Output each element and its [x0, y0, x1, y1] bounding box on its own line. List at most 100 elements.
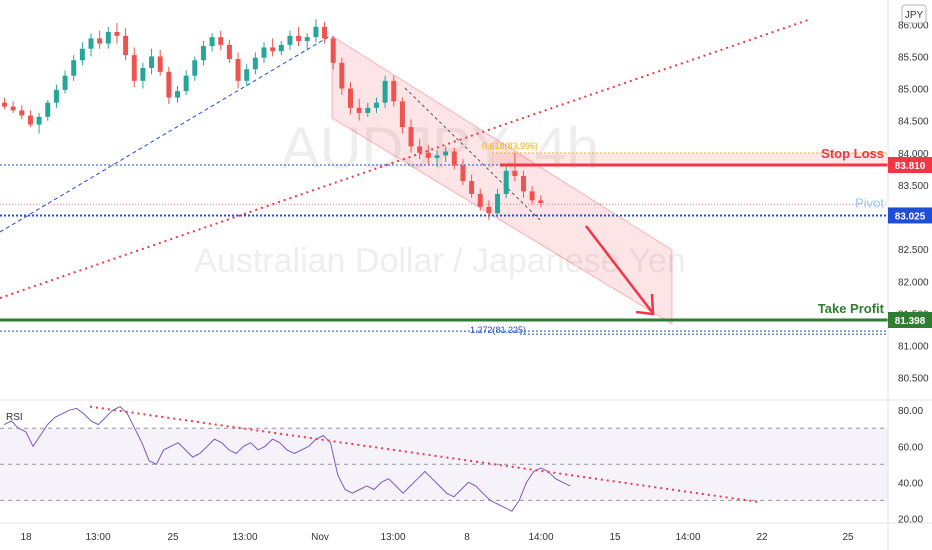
candle-body	[166, 71, 172, 98]
rsi-tick-label: 80.00	[898, 406, 923, 417]
candle-body	[200, 46, 206, 61]
candle	[131, 47, 137, 88]
candle-body	[97, 38, 103, 44]
price-tick-label: 84.000	[898, 149, 929, 160]
rsi-tick-label: 60.00	[898, 442, 923, 453]
candle	[235, 52, 241, 89]
candle	[261, 42, 267, 63]
candle	[434, 150, 440, 167]
currency-badge[interactable]: JPY	[901, 4, 927, 24]
time-tick-label: 25	[167, 532, 179, 543]
candle-body	[192, 60, 198, 76]
time-tick-label: 8	[464, 532, 470, 543]
candle-body	[322, 26, 328, 39]
currency-label: JPY	[905, 10, 924, 21]
candle-body	[417, 146, 423, 153]
descending-channel	[331, 35, 673, 325]
candle-body	[287, 35, 293, 45]
take-profit-price-tag-bg	[888, 312, 932, 329]
candle-body	[434, 155, 440, 158]
candle-body	[19, 110, 25, 116]
candles	[2, 19, 544, 220]
time-tick-label: 13:00	[380, 532, 405, 543]
candle	[287, 30, 293, 50]
candle-body	[140, 67, 146, 81]
candle	[209, 33, 215, 52]
candle-body	[157, 56, 163, 72]
candle-body	[105, 31, 111, 44]
target-arrow	[585, 225, 653, 313]
candle-body	[226, 44, 232, 59]
candle-body	[10, 106, 16, 111]
candle-body	[175, 91, 180, 98]
candle-body	[356, 107, 362, 113]
candle-body	[313, 26, 319, 38]
time-tick-label: 14:00	[675, 532, 700, 543]
candle-body	[304, 37, 310, 41]
candle	[339, 57, 345, 95]
price-tick-label: 85.500	[898, 52, 929, 63]
watermark-symbol: AUDJPY, 4h	[281, 116, 599, 181]
candle	[183, 70, 189, 95]
candle	[348, 82, 353, 115]
fib-1272-label: 1.272(81.225)	[470, 325, 526, 335]
candle	[408, 119, 414, 153]
candle	[322, 21, 328, 44]
candle-body	[36, 116, 42, 125]
candle-body	[503, 170, 509, 194]
candle-body	[2, 102, 7, 107]
candle	[469, 174, 475, 198]
candle-body	[443, 151, 449, 156]
candle	[88, 33, 94, 57]
candle	[330, 35, 336, 70]
candle	[365, 102, 371, 117]
price-tick-label: 85.000	[898, 85, 929, 96]
candle-body	[460, 165, 466, 182]
candle	[512, 152, 518, 182]
candle	[460, 159, 466, 185]
time-tick-label: 15	[609, 532, 621, 543]
take-profit-label: Take Profit	[818, 301, 885, 316]
candle	[149, 48, 155, 75]
candle-body	[339, 62, 345, 89]
candle-body	[88, 38, 94, 49]
candle	[304, 33, 310, 49]
candle	[417, 138, 423, 160]
candle-body	[330, 38, 336, 63]
candle-body	[477, 193, 483, 207]
candle	[252, 52, 258, 75]
time-tick-label: 13:00	[232, 532, 257, 543]
drawings: 0.618(83.996) Stop Loss Pivot 1.272(81.225)…	[0, 19, 888, 335]
candle-body	[382, 80, 388, 103]
candle-body	[521, 175, 526, 192]
candle	[166, 66, 172, 104]
candle	[62, 70, 68, 94]
candle-body	[53, 89, 59, 103]
candle-body	[209, 37, 215, 47]
candle-body	[391, 80, 397, 102]
stop-loss-price-tag-bg	[888, 157, 932, 174]
price-tick-label: 80.500	[898, 374, 929, 385]
candle-body	[408, 127, 414, 147]
candle	[313, 19, 319, 43]
candle	[105, 26, 111, 49]
price-tags: 83.810 83.025 81.398	[888, 157, 932, 329]
candle-body	[62, 75, 68, 90]
candle	[226, 39, 232, 63]
candle	[140, 62, 146, 89]
time-tick-label: 18	[20, 532, 32, 543]
rsi-tick-label: 40.00	[898, 478, 923, 489]
candle-body	[451, 151, 457, 166]
candle	[200, 40, 206, 66]
rsi-label: RSI	[6, 412, 23, 423]
candle	[71, 55, 77, 81]
price-tick-label: 82.000	[898, 277, 929, 288]
candle	[503, 165, 509, 198]
candle-body	[71, 60, 77, 76]
target-arrow-head	[635, 293, 655, 316]
candle-body	[469, 181, 475, 194]
candle	[521, 170, 526, 198]
candle	[373, 97, 379, 113]
